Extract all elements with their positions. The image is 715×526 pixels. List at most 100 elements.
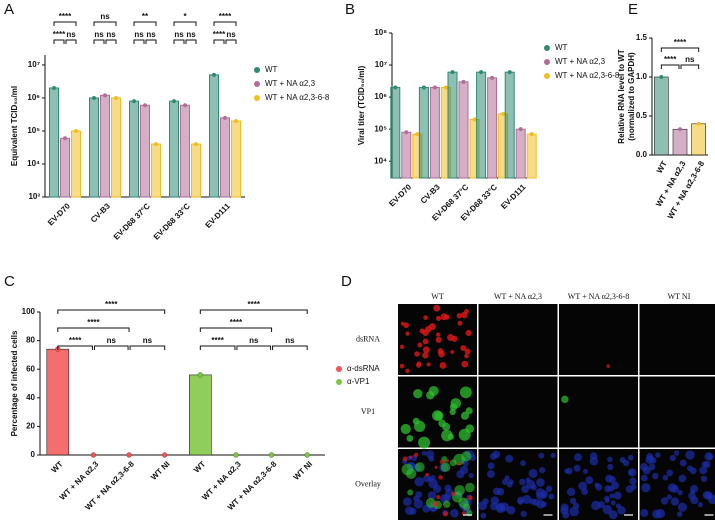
cell-signal (418, 436, 431, 449)
significance-bracket (199, 309, 308, 314)
bar (71, 130, 81, 198)
cell-signal (545, 485, 553, 492)
legend-marker (544, 59, 550, 65)
y-tick-label: 10³ (28, 192, 40, 201)
bar (515, 128, 526, 179)
cell-signal (565, 467, 573, 475)
cell-signal (689, 467, 697, 475)
y-tick-label: 1.0 (636, 72, 648, 81)
bar-point (52, 86, 56, 91)
cell-signal (449, 459, 457, 467)
cell-signal (435, 336, 442, 343)
cell-signal (413, 388, 423, 399)
cell-signal (415, 491, 423, 498)
legend-marker (336, 366, 342, 372)
cell-signal (489, 452, 498, 460)
cell-signal (464, 348, 471, 355)
cell-signal (456, 313, 463, 319)
significance-label: ** (142, 12, 149, 21)
bar (526, 133, 537, 179)
cell-signal (422, 352, 429, 359)
cell-signal (427, 491, 437, 500)
bar (691, 123, 706, 156)
micrograph-bg (639, 304, 715, 375)
cell-signal (645, 455, 654, 464)
row-label: Overlay (355, 479, 381, 488)
significance-bracket (57, 345, 93, 350)
bar-point (696, 121, 701, 126)
significance-bracket (213, 21, 237, 26)
cell-signal (442, 511, 449, 517)
cell-signal (445, 459, 450, 463)
cell-signal (607, 463, 614, 471)
row-label: dsRNA (356, 334, 380, 343)
cell-signal (423, 475, 431, 483)
significance-bracket (57, 327, 130, 332)
cell-signal (608, 510, 618, 520)
cell-signal (467, 495, 473, 501)
x-tick-label: CV-B3 (89, 201, 112, 224)
cell-signal (566, 487, 576, 497)
x-tick-label: EV-D68 33°C (152, 201, 192, 241)
bar (89, 97, 99, 198)
significance-bracket (272, 345, 308, 350)
bar (401, 131, 412, 179)
significance-label: ns (66, 30, 76, 39)
cell-signal (676, 511, 683, 517)
cell-signal (560, 506, 569, 515)
cell-signal (617, 506, 626, 515)
x-tick-label: CV-B3 (419, 182, 442, 205)
legend-marker (254, 81, 260, 87)
y-tick-label: 100 (22, 307, 36, 316)
cell-signal (629, 477, 637, 485)
cell-signal (462, 503, 471, 511)
cell-signal (414, 351, 420, 357)
cell-signal (441, 429, 453, 442)
micrograph (478, 376, 558, 448)
cell-signal (655, 452, 661, 458)
cell-signal (442, 500, 451, 508)
bar (60, 137, 70, 198)
significance-bracket (199, 345, 236, 350)
bar-point (63, 136, 67, 141)
x-tick-label: EV-D70 (46, 201, 72, 227)
micrograph (478, 449, 558, 520)
cell-signal (666, 469, 674, 477)
cell-signal (697, 502, 703, 508)
cell-signal (520, 510, 527, 518)
panel-label: C (4, 273, 15, 290)
legend-label: WT + NA α2,3-6-8 (265, 93, 330, 102)
bar-point (507, 70, 512, 75)
cell-signal (461, 360, 469, 368)
significance-label: ns (107, 336, 117, 345)
cell-signal (505, 454, 514, 463)
cell-signal (456, 470, 465, 479)
bar-point (154, 142, 158, 147)
significance-bracket (225, 39, 237, 44)
cell-signal (610, 500, 616, 506)
cell-signal (539, 467, 546, 474)
bar (654, 76, 669, 156)
cell-signal (465, 424, 475, 433)
cell-signal (622, 459, 630, 467)
cell-signal (707, 493, 713, 500)
cell-signal (648, 463, 656, 471)
cell-signal (436, 315, 442, 321)
significance-label: ns (186, 30, 196, 39)
cell-signal (428, 323, 436, 331)
cell-signal (582, 468, 589, 474)
legend-label: α-dsRNA (347, 364, 380, 373)
significance-label: **** (219, 12, 232, 21)
cell-signal (486, 470, 495, 478)
cell-signal (414, 476, 425, 487)
cell-signal (604, 495, 610, 502)
bar-point (183, 103, 187, 108)
cell-signal (604, 485, 612, 493)
bar-point (421, 85, 426, 90)
cell-signal (613, 491, 622, 500)
significance-bracket (53, 39, 65, 44)
micrograph-bg (639, 376, 715, 448)
significance-label: ns (100, 12, 110, 21)
bar (504, 71, 515, 179)
cell-signal (699, 466, 708, 475)
